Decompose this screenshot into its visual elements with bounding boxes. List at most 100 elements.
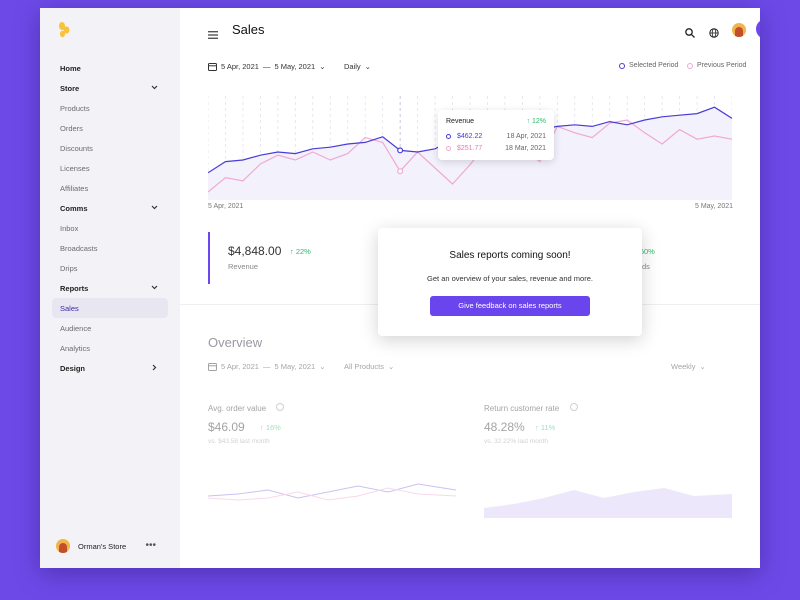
return-rate-area-chart [484,488,732,518]
sidebar-item-label: Analytics [60,343,91,353]
overview-date-range[interactable]: 5 Apr, 2021 — 5 May, 2021 ⌄ [208,362,325,371]
kpi-revenue-label: Revenue [228,262,259,271]
card-aov-value: $46.09 [208,420,245,434]
x-axis-end-label: 5 May, 2021 [695,203,734,210]
info-icon[interactable] [276,403,284,411]
store-avatar [56,539,70,553]
sidebar-item-label: Products [60,103,90,113]
chevron-down-icon [151,205,158,210]
sidebar-item-label: Drips [60,263,78,273]
aov-sparkline [208,483,456,501]
overview-date-separator: — [262,362,271,371]
tooltip-delta: ↑ 12% [526,118,546,125]
globe-icon[interactable] [709,25,719,43]
tooltip-previous-date: 18 Mar, 2021 [505,145,546,152]
overview-title: Overview [208,335,263,350]
sidebar-item-orders[interactable]: Orders [52,118,168,138]
card-aov-comparison: vs. $43.58 last month [208,438,270,445]
page-title: Sales [232,22,265,37]
product-filter[interactable]: All Products ⌄ [344,362,394,371]
kpi-selected-indicator [208,232,210,284]
card-return-comparison: vs. 32.22% last month [484,438,548,445]
sidebar-item-label: Licenses [60,163,90,173]
tooltip-previous-value: $251.77 [457,145,483,152]
sidebar-item-label: Reports [60,283,89,293]
kpi-revenue-delta: ↑ 22% [290,247,311,256]
overview-interval-value: Weekly [671,362,696,371]
legend-label-selected: Selected Period [629,62,679,69]
sidebar-item-broadcasts[interactable]: Broadcasts [52,238,168,258]
sidebar-item-label: Inbox [60,223,79,233]
sidebar-item-label: Orders [60,123,83,133]
sidebar-item-drips[interactable]: Drips [52,258,168,278]
legend-selected-period: Selected Period [619,62,678,69]
add-button[interactable]: + [756,19,760,39]
more-dots-icon[interactable]: ••• [145,540,156,551]
chevron-down-icon: ⌄ [699,362,706,371]
legend-marker-previous [687,62,693,69]
modal-title: Sales reports coming soon! [449,250,571,261]
hover-point-previous-period [397,168,404,175]
tooltip-marker-current [446,134,451,139]
card-aov-delta: ↑ 16% [260,423,281,432]
give-feedback-button[interactable]: Give feedback on sales reports [430,296,590,316]
chevron-down-icon [151,285,158,290]
overview-date-end: 5 May, 2021 [274,362,316,371]
sidebar-item-inbox[interactable]: Inbox [52,218,168,238]
coming-soon-modal: Sales reports coming soon! Get an overvi… [378,228,642,336]
x-axis-start-label: 5 Apr, 2021 [208,203,244,210]
menu-icon[interactable] [208,26,218,44]
info-icon[interactable] [570,403,578,411]
tooltip-title: Revenue [446,118,475,125]
sidebar-item-sales[interactable]: Sales [52,298,168,318]
sidebar-item-discounts[interactable]: Discounts [52,138,168,158]
sidebar-item-products[interactable]: Products [52,98,168,118]
sidebar-item-label: Store [60,83,80,93]
date-separator: — [262,62,271,71]
interval-select[interactable]: Daily ⌄ [344,62,371,71]
card-aov-title: Avg. order value [208,404,267,413]
hover-point-selected-period [397,147,404,154]
product-filter-value: All Products [344,362,385,371]
app-logo-icon[interactable] [58,22,70,43]
card-return-title: Return customer rate [484,404,560,413]
sidebar-item-reports[interactable]: Reports [52,278,168,298]
date-range-picker[interactable]: 5 Apr, 2021 — 5 May, 2021 ⌄ [208,62,325,71]
sidebar-item-label: Sales [60,303,79,313]
sidebar-item-affiliates[interactable]: Affiliates [52,178,168,198]
overview-interval-select[interactable]: Weekly ⌄ [671,362,706,371]
sidebar-item-analytics[interactable]: Analytics [52,338,168,358]
interval-value: Daily [344,62,361,71]
search-icon[interactable] [685,25,695,43]
app-window: Home Store Products Orders Discounts Licenses… [40,8,760,568]
sidebar-item-label: Design [60,363,86,373]
sidebar-item-label: Affiliates [60,183,89,193]
legend-previous-period: Previous Period [687,62,746,69]
sidebar: Home Store Products Orders Discounts Licenses… [40,8,180,568]
chevron-down-icon: ⌄ [364,62,371,71]
user-avatar[interactable] [732,23,746,37]
kpi-revenue-value: $4,848.00 [228,244,282,258]
calendar-icon [208,363,217,371]
sidebar-item-licenses[interactable]: Licenses [52,158,168,178]
store-switcher[interactable]: Orman's Store ••• [56,537,166,555]
kpi-refunds-delta: ↑ 50% [634,247,655,256]
sidebar-item-home[interactable]: Home [52,58,168,78]
sidebar-item-label: Discounts [60,143,93,153]
sidebar-item-label: Comms [60,203,88,213]
chevron-down-icon [151,85,158,90]
sidebar-item-audience[interactable]: Audience [52,318,168,338]
sidebar-item-design[interactable]: Design [52,358,168,378]
modal-description: Get an overview of your sales, revenue a… [427,274,593,283]
sidebar-item-label: Broadcasts [60,243,98,253]
sidebar-item-label: Home [60,63,81,73]
main-content: Sales + 5 Apr, 2021 — 5 May, 2021 ⌄ Dail… [180,8,760,568]
sidebar-item-comms[interactable]: Comms [52,198,168,218]
sidebar-item-store[interactable]: Store [52,78,168,98]
chevron-right-icon [152,364,157,371]
store-name: Orman's Store [78,541,127,551]
legend-label-previous: Previous Period [697,62,747,69]
tooltip-marker-previous [446,146,451,151]
tooltip-current-date: 18 Apr, 2021 [506,133,546,140]
chevron-down-icon: ⌄ [319,362,326,371]
